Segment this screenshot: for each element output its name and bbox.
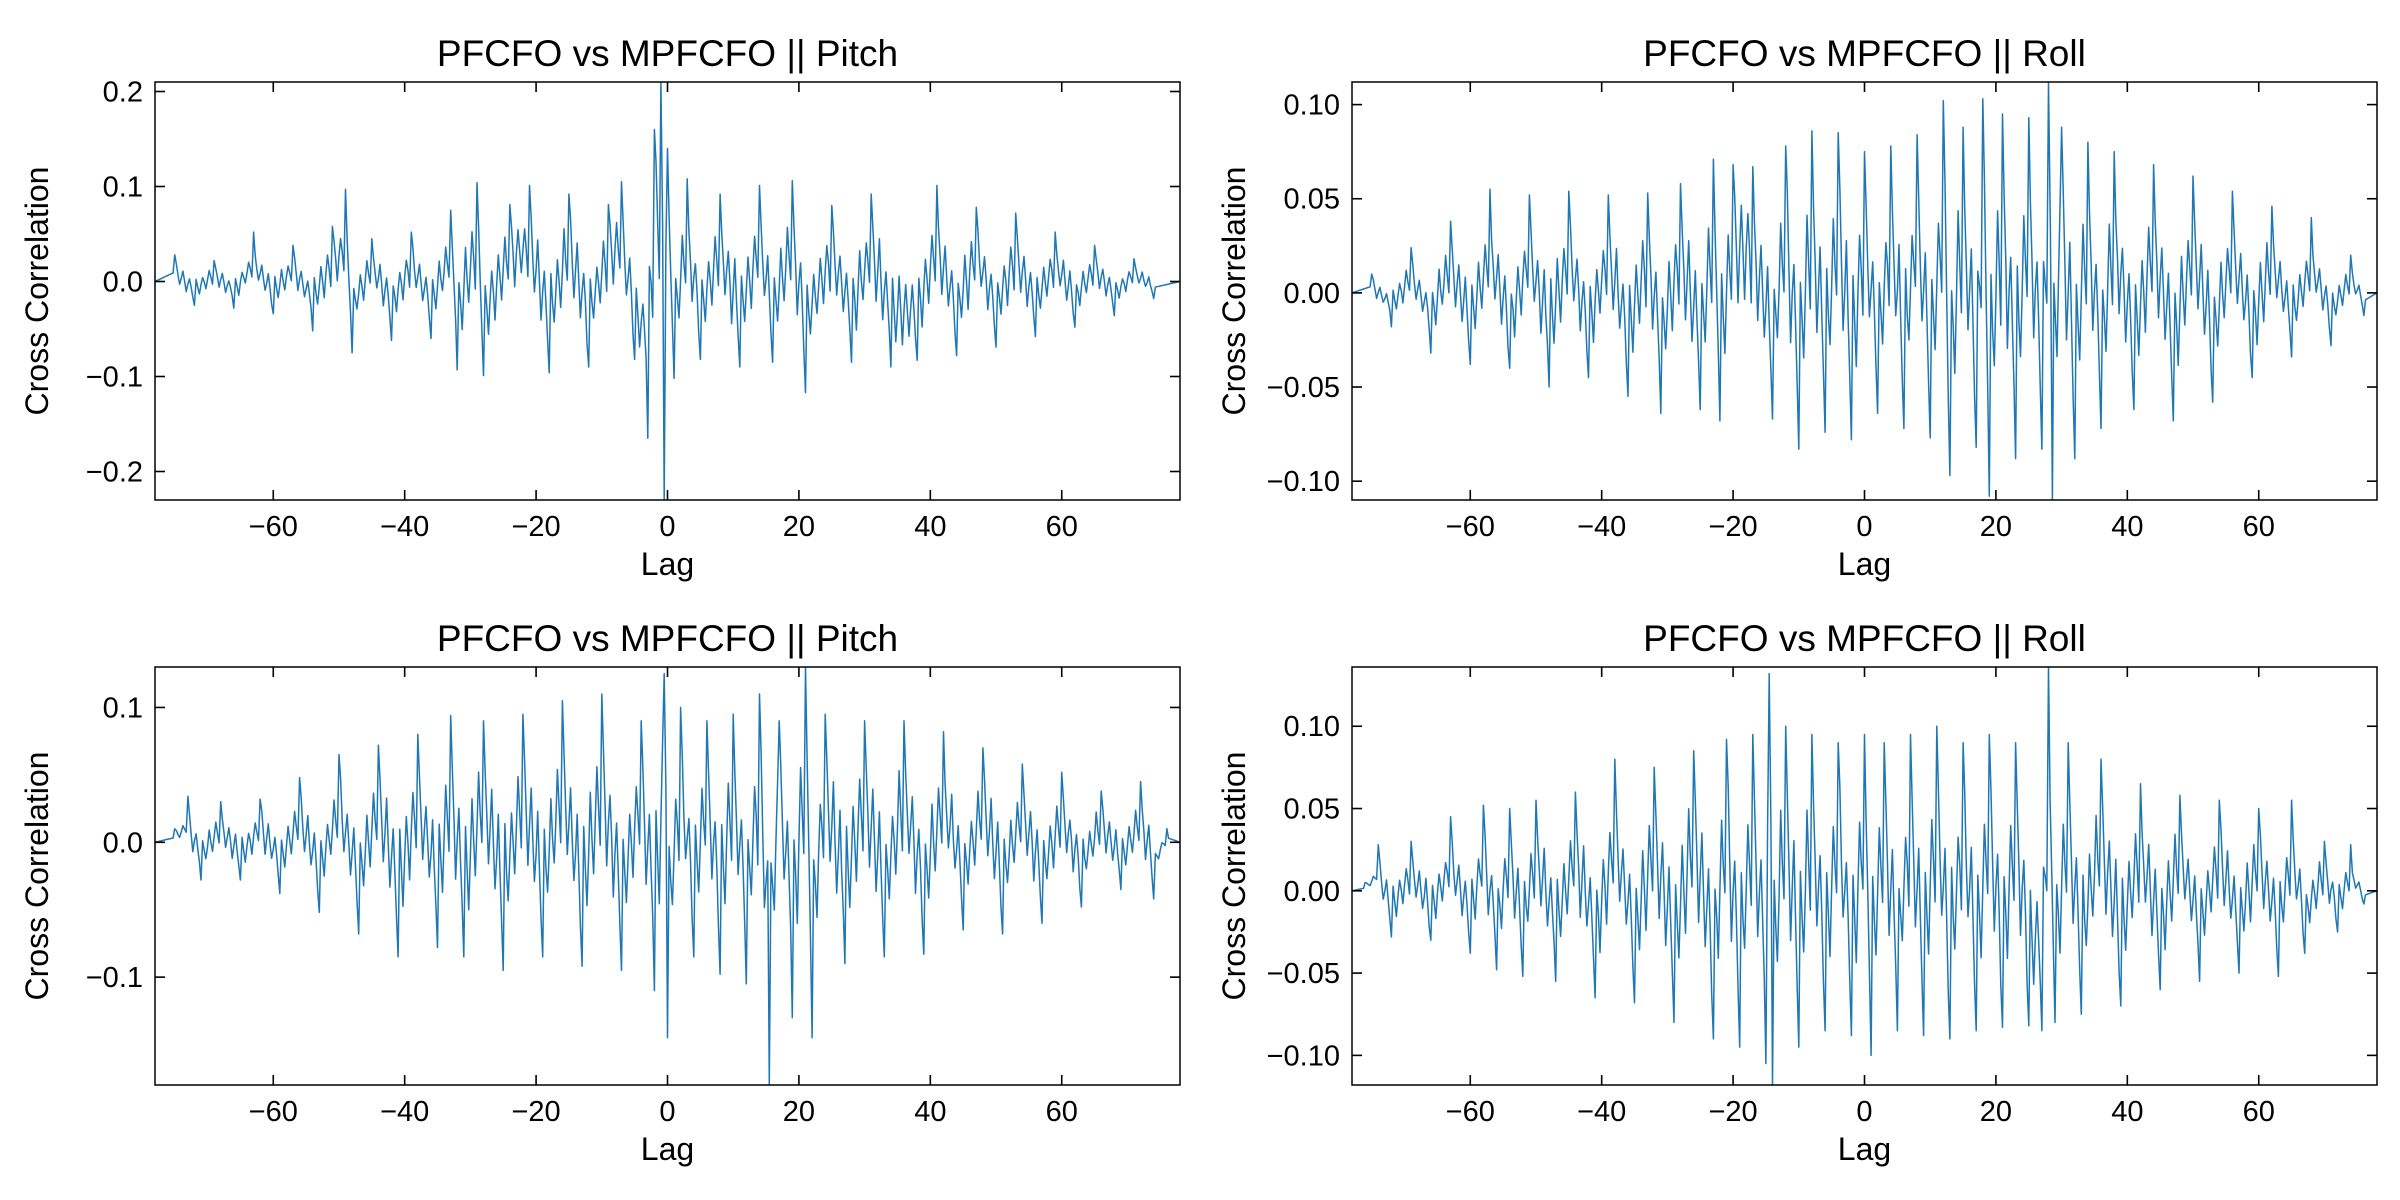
x-tick-label: 0 xyxy=(1856,511,1872,543)
y-tick-label: 0.1 xyxy=(103,172,143,204)
x-tick-label: 60 xyxy=(1046,1096,1078,1128)
y-tick-label: −0.05 xyxy=(1267,372,1340,404)
y-tick-label: −0.10 xyxy=(1267,466,1340,498)
y-axis-label: Cross Correlation xyxy=(1216,167,1252,416)
y-axis-label: Cross Correlation xyxy=(1216,752,1252,1001)
x-tick-label: 40 xyxy=(914,1096,946,1128)
x-tick-label: −20 xyxy=(1708,511,1757,543)
x-tick-label: 60 xyxy=(2243,511,2275,543)
series-line xyxy=(155,667,1180,1085)
x-tick-label: −20 xyxy=(1708,1096,1757,1128)
y-tick-label: 0.2 xyxy=(103,77,143,109)
x-tick-label: 40 xyxy=(914,511,946,543)
y-tick-label: 0.10 xyxy=(1284,711,1340,743)
chart-title: PFCFO vs MPFCFO || Roll xyxy=(1643,618,2086,659)
chart-title: PFCFO vs MPFCFO || Pitch xyxy=(437,618,898,659)
x-tick-label: −40 xyxy=(380,511,429,543)
y-tick-label: −0.10 xyxy=(1267,1040,1340,1072)
chart-panel-1: −60 −40 −20 0 20 40 60 −0.2 −0.1 0.0 0.1 0.2 PFCFO v… xyxy=(19,33,1181,582)
chart-panel-2: −60 −40 −20 0 20 40 60 −0.10 −0.05 0.00 0.05 0.10 PF… xyxy=(1216,33,2378,582)
y-tick-label: 0.05 xyxy=(1284,794,1340,826)
x-tick-label: 0 xyxy=(659,1096,675,1128)
x-tick-label: 60 xyxy=(2243,1096,2275,1128)
x-tick-label: 0 xyxy=(659,511,675,543)
x-tick-label: −60 xyxy=(1446,1096,1495,1128)
x-tick-label: −60 xyxy=(249,511,298,543)
x-axis-label: Lag xyxy=(641,1131,694,1167)
y-tick-label: 0.05 xyxy=(1284,184,1340,216)
series-line xyxy=(1352,667,2377,1085)
x-tick-label: −60 xyxy=(249,1096,298,1128)
x-tick-label: −40 xyxy=(1577,1096,1626,1128)
y-tick-label: 0.0 xyxy=(103,827,143,859)
y-tick-label: −0.1 xyxy=(86,362,143,394)
y-axis-label: Cross Correlation xyxy=(19,167,55,416)
series-line xyxy=(1352,82,2377,500)
chart-panel-3: −60 −40 −20 0 20 40 60 −0.1 0.0 0.1 PFCFO vs MPFCF… xyxy=(19,618,1181,1167)
y-axis-label: Cross Correlation xyxy=(19,752,55,1001)
chart-panel-4: −60 −40 −20 0 20 40 60 −0.10 −0.05 0.00 0.05 0.10 PF… xyxy=(1216,618,2378,1167)
y-tick-label: −0.05 xyxy=(1267,958,1340,990)
x-tick-label: 20 xyxy=(783,1096,815,1128)
x-tick-label: 20 xyxy=(1980,1096,2012,1128)
x-tick-label: −40 xyxy=(1577,511,1626,543)
x-tick-label: 0 xyxy=(1856,1096,1872,1128)
x-tick-label: 40 xyxy=(2111,1096,2143,1128)
y-tick-label: 0.00 xyxy=(1284,278,1340,310)
y-tick-label: 0.1 xyxy=(103,692,143,724)
chart-title: PFCFO vs MPFCFO || Roll xyxy=(1643,33,2086,74)
x-axis-label: Lag xyxy=(1838,1131,1891,1167)
x-axis-label: Lag xyxy=(1838,546,1891,582)
chart-title: PFCFO vs MPFCFO || Pitch xyxy=(437,33,898,74)
x-tick-label: −40 xyxy=(380,1096,429,1128)
y-tick-label: 0.10 xyxy=(1284,90,1340,122)
x-tick-label: −20 xyxy=(511,1096,560,1128)
y-tick-label: −0.2 xyxy=(86,457,143,489)
x-axis-label: Lag xyxy=(641,546,694,582)
series-line xyxy=(155,82,1180,500)
x-tick-label: 60 xyxy=(1046,511,1078,543)
x-tick-label: −60 xyxy=(1446,511,1495,543)
x-tick-label: 20 xyxy=(783,511,815,543)
y-tick-label: 0.0 xyxy=(103,267,143,299)
y-tick-label: −0.1 xyxy=(86,962,143,994)
x-tick-label: 40 xyxy=(2111,511,2143,543)
y-tick-label: 0.00 xyxy=(1284,876,1340,908)
x-tick-label: −20 xyxy=(511,511,560,543)
x-tick-label: 20 xyxy=(1980,511,2012,543)
